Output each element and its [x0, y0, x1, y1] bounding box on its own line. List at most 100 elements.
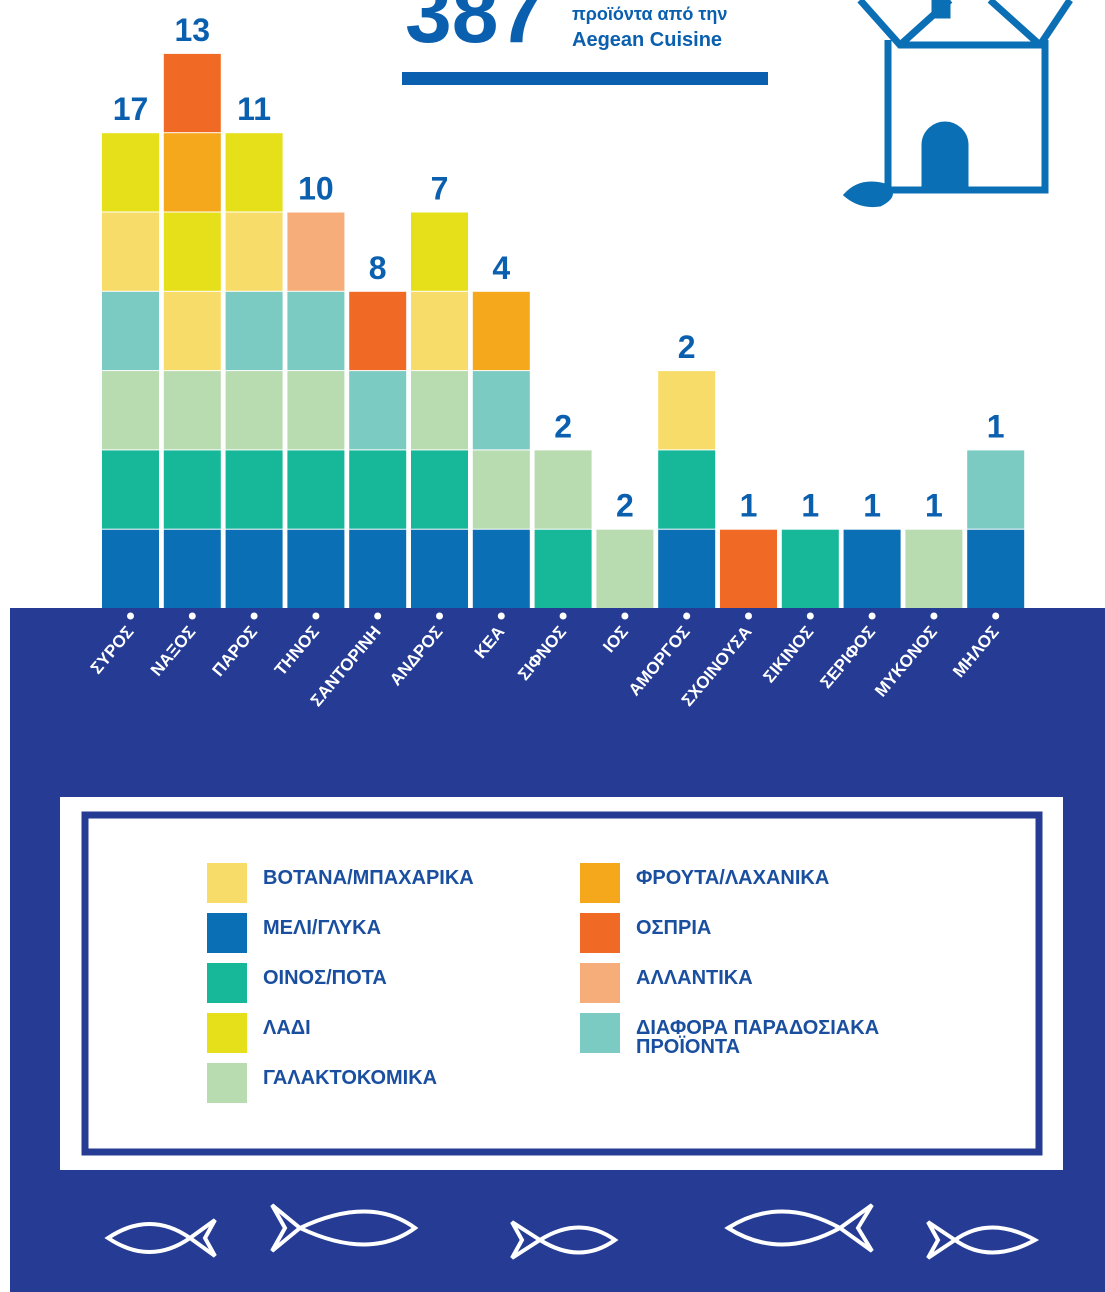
- bar-segment: [782, 530, 839, 608]
- legend-entry: ΦΡΟΥΤΑ/ΛΑΧΑΝΙΚΑ: [580, 863, 966, 903]
- legend-entry: ΒΟΤΑΝΑ/ΜΠΑΧΑΡΙΚΑ: [207, 863, 593, 903]
- total-label: 8: [369, 250, 387, 286]
- tick-dot: [127, 613, 134, 620]
- tick-dot: [992, 613, 999, 620]
- bar-segment: [226, 292, 283, 370]
- bar-segment: [411, 530, 468, 608]
- legend-swatch: [580, 913, 620, 953]
- legend-label: ΛΑΔΙ: [263, 1013, 593, 1038]
- legend-swatch: [580, 1013, 620, 1053]
- bar-segment: [287, 450, 344, 528]
- bar-segment: [349, 450, 406, 528]
- total-label: 4: [492, 250, 510, 286]
- legend-swatch: [207, 1013, 247, 1053]
- bar-segment: [102, 450, 159, 528]
- header-line2: Aegean Cuisine: [572, 29, 722, 51]
- tick-dot: [930, 613, 937, 620]
- bar-segment: [102, 530, 159, 608]
- tick-dot: [745, 613, 752, 620]
- tick-dot: [498, 613, 505, 620]
- tick-dot: [621, 613, 628, 620]
- bar-segment: [967, 450, 1024, 528]
- bar-segment: [164, 530, 221, 608]
- bar-segment: [164, 450, 221, 528]
- header-line1: προϊόντα από την: [572, 4, 727, 24]
- total-label: 2: [554, 408, 572, 444]
- legend-swatch: [580, 963, 620, 1003]
- bar-segment: [473, 530, 530, 608]
- legend-label: ΦΡΟΥΤΑ/ΛΑΧΑΝΙΚΑ: [636, 863, 966, 888]
- bar-segment: [226, 450, 283, 528]
- tick-dot: [683, 613, 690, 620]
- tick-dot: [251, 613, 258, 620]
- legend-entry: ΛΑΔΙ: [207, 1013, 593, 1053]
- bar-segment: [226, 213, 283, 291]
- legend-label: ΟΣΠΡΙΑ: [636, 913, 966, 938]
- bar-segment: [287, 292, 344, 370]
- legend-label: ΒΟΤΑΝΑ/ΜΠΑΧΑΡΙΚΑ: [263, 863, 593, 888]
- bar-segment: [658, 530, 715, 608]
- legend-entry: ΟΣΠΡΙΑ: [580, 913, 966, 953]
- bar-segment: [164, 292, 221, 370]
- tick-dot: [560, 613, 567, 620]
- total-label: 13: [175, 12, 211, 48]
- tick-dot: [436, 613, 443, 620]
- legend-entry: ΓΑΛΑΚΤΟΚΟΜΙΚΑ: [207, 1063, 593, 1103]
- bar-segment: [473, 450, 530, 528]
- bar-segment: [102, 213, 159, 291]
- total-label: 11: [237, 91, 271, 127]
- tick-dot: [189, 613, 196, 620]
- bar-segment: [411, 371, 468, 449]
- legend-swatch: [207, 863, 247, 903]
- bar-segment: [535, 530, 592, 608]
- total-label: 1: [801, 488, 819, 524]
- legend-swatch: [207, 913, 247, 953]
- total-label: 2: [616, 488, 634, 524]
- legend-swatch: [580, 863, 620, 903]
- tick-dot: [869, 613, 876, 620]
- total-label: 2: [678, 329, 696, 365]
- total-label: 1: [987, 408, 1005, 444]
- windmill-icon: [845, 0, 1070, 206]
- tick-dot: [807, 613, 814, 620]
- bar-segment: [164, 54, 221, 132]
- bar-segment: [102, 133, 159, 211]
- bar-segment: [226, 371, 283, 449]
- tick-dot: [374, 613, 381, 620]
- legend-entry: ΟΙΝΟΣ/ΠΟΤΑ: [207, 963, 593, 1003]
- bar-segment: [287, 371, 344, 449]
- bar-segment: [349, 292, 406, 370]
- bar-segment: [967, 530, 1024, 608]
- bar-segment: [349, 371, 406, 449]
- bar-segment: [411, 450, 468, 528]
- bar-segment: [658, 371, 715, 449]
- legend-entry: ΜΕΛΙ/ΓΛΥΚΑ: [207, 913, 593, 953]
- legend-label: ΟΙΝΟΣ/ΠΟΤΑ: [263, 963, 593, 988]
- legend-label: ΓΑΛΑΚΤΟΚΟΜΙΚΑ: [263, 1063, 593, 1088]
- legend-label: ΑΛΛΑΝΤΙΚΑ: [636, 963, 966, 988]
- legend-swatch: [207, 1063, 247, 1103]
- bar-segment: [164, 213, 221, 291]
- bar-segment: [473, 371, 530, 449]
- page: 387 προϊόντα από την Aegean Cuisine 17ΣΥ…: [0, 0, 1105, 1292]
- bar-segment: [905, 530, 962, 608]
- bar-segment: [844, 530, 901, 608]
- bar-segment: [102, 292, 159, 370]
- bar-segment: [535, 450, 592, 528]
- bar-segment: [164, 133, 221, 211]
- bar-segment: [226, 133, 283, 211]
- tick-dot: [312, 613, 319, 620]
- bar-segment: [720, 530, 777, 608]
- bar-segment: [349, 530, 406, 608]
- header-number: 387: [405, 0, 545, 60]
- total-label: 1: [740, 488, 758, 524]
- total-label: 10: [298, 171, 334, 207]
- header-rule: [402, 72, 768, 85]
- bar-segment: [287, 530, 344, 608]
- bar-segment: [102, 371, 159, 449]
- legend-entry: ΑΛΛΑΝΤΙΚΑ: [580, 963, 966, 1003]
- bar-segment: [473, 292, 530, 370]
- bar-segment: [287, 213, 344, 291]
- bar-segment: [411, 292, 468, 370]
- legend-label: ΔΙΑΦΟΡΑ ΠΑΡΑΔΟΣΙΑΚΑ ΠΡΟΪΟΝΤΑ: [636, 1013, 966, 1057]
